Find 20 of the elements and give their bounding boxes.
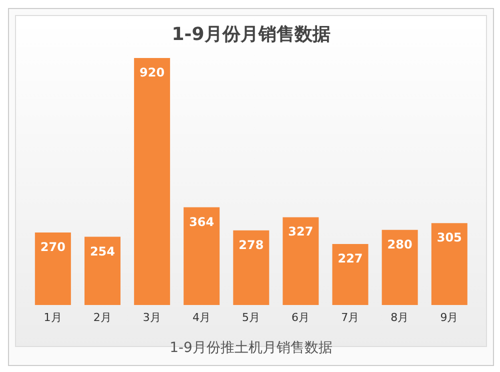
data-label: 305 <box>436 230 462 245</box>
data-label: 270 <box>40 240 66 254</box>
x-tick-label: 4月 <box>192 310 210 324</box>
x-tick-label: 9月 <box>440 310 458 324</box>
text: 1-9月份推土机月销售数据 <box>168 339 334 357</box>
chart-title: 1-9月份月销售数据 <box>170 23 332 47</box>
data-label: 227 <box>338 252 363 266</box>
x-tick-label: 8月 <box>390 310 409 324</box>
x-tick-label: 3月 <box>142 310 161 324</box>
data-label: 254 <box>90 244 116 258</box>
x-tick-label: 6月 <box>292 310 310 324</box>
x-tick-label: 1月 <box>44 310 62 324</box>
x-tick-label: 2月 <box>93 310 112 324</box>
data-label: 920 <box>140 66 165 80</box>
x-tick-label: 7月 <box>341 310 360 324</box>
data-label: 278 <box>238 238 264 252</box>
data-label: 327 <box>288 224 314 239</box>
data-label: 364 <box>189 214 214 229</box>
x-tick-label: 5月 <box>242 310 260 324</box>
data-label: 280 <box>387 237 412 252</box>
